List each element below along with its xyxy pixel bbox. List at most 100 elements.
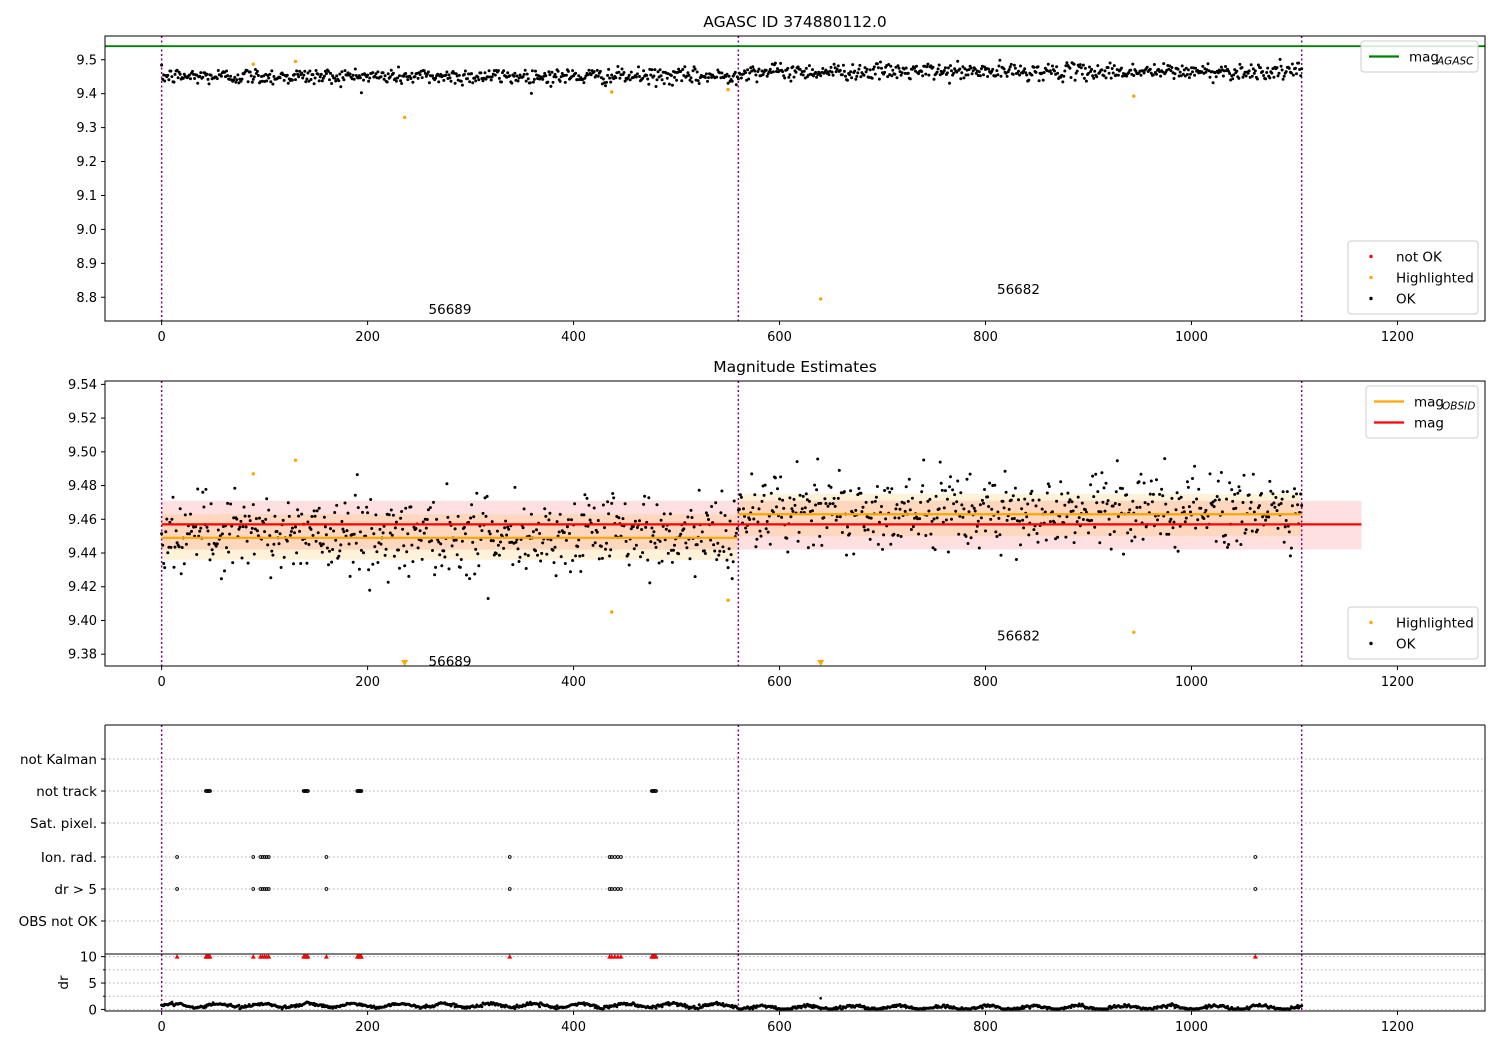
ok-point [524,567,528,570]
ok-point [1243,531,1247,535]
ok-point [782,506,786,510]
ok-point [883,70,887,74]
ok-point [984,529,987,533]
ok-point [788,496,792,500]
ok-point [609,80,613,84]
x-tick-label: 800 [973,675,998,690]
ok-point [840,531,844,534]
ok-point [449,79,453,83]
ok-point [513,485,517,489]
ok-point [971,69,975,73]
ok-point [1041,78,1045,82]
ok-point [1081,63,1085,67]
dr-point [697,1003,701,1007]
ok-point [717,553,721,557]
ok-point [744,71,748,75]
ok-point [355,473,359,477]
ok-point [1084,79,1088,83]
ok-point [1167,532,1171,536]
ok-point [1058,514,1062,518]
ok-point [804,492,808,496]
ok-point [234,80,238,84]
ok-point [922,458,926,462]
ok-point [1213,498,1217,502]
ok-point [447,73,451,77]
ok-point [1179,495,1183,499]
ok-point [1197,487,1201,491]
ok-point [1111,71,1115,75]
ok-point [573,502,577,506]
ok-point [437,540,441,544]
ok-point [337,79,341,83]
ok-point [1125,493,1129,497]
ok-point [524,79,528,83]
flag-category-label: not Kalman [20,752,97,768]
ok-point [972,506,976,510]
ok-point [1160,487,1164,491]
ok-point [394,79,398,83]
ok-point [1132,74,1136,77]
ok-point [960,71,964,75]
ok-point [1129,68,1133,72]
flag-point [260,887,265,891]
ok-point [544,74,548,78]
ok-point [1273,505,1277,509]
flag-point [251,855,256,859]
ok-point [819,74,823,78]
ok-point [578,554,582,558]
ok-point [1293,487,1296,491]
ok-point [1238,62,1242,66]
ok-point [560,72,564,75]
flag-point [1253,887,1258,891]
ok-point [330,560,334,564]
ok-point [1264,77,1268,81]
ok-point [351,73,355,77]
ok-point [690,516,694,519]
ok-point [734,83,738,87]
ok-point [1138,505,1142,509]
ok-point [467,520,470,524]
ok-point [600,556,604,560]
ok-point [617,70,621,74]
ok-point [240,77,244,81]
ok-point [457,73,461,77]
ok-point [454,538,458,542]
ok-point [715,558,719,562]
ok-point [187,532,191,536]
ok-point [1299,74,1303,78]
ok-point [815,488,819,492]
ok-point [863,528,867,532]
ok-point [931,65,935,69]
ok-point [1151,492,1155,496]
ok-point [731,560,735,564]
ok-point [534,549,537,553]
ok-point [1248,507,1252,510]
ok-point [214,544,218,548]
ok-point [226,501,230,505]
ok-point [954,509,958,513]
ok-point [490,520,494,524]
ok-point [1056,71,1060,75]
ok-point [303,69,307,73]
ok-point [182,562,186,566]
ok-point [995,69,999,73]
ok-point [474,547,478,551]
ok-point [193,77,197,80]
ok-point [612,496,616,500]
ok-point [778,497,782,501]
ok-point [209,73,213,77]
ok-point [1192,500,1196,504]
ok-point [647,496,651,500]
ok-point [1112,530,1116,534]
ok-point [223,569,226,573]
flag-point [266,887,271,891]
ok-point [1247,69,1251,73]
ok-point [327,563,330,567]
ok-point [611,492,615,495]
ok-point [974,530,978,533]
ok-point [508,74,512,78]
ok-point [410,71,414,75]
ok-point [404,506,408,510]
ok-point [1145,65,1149,69]
ok-point [516,79,520,83]
